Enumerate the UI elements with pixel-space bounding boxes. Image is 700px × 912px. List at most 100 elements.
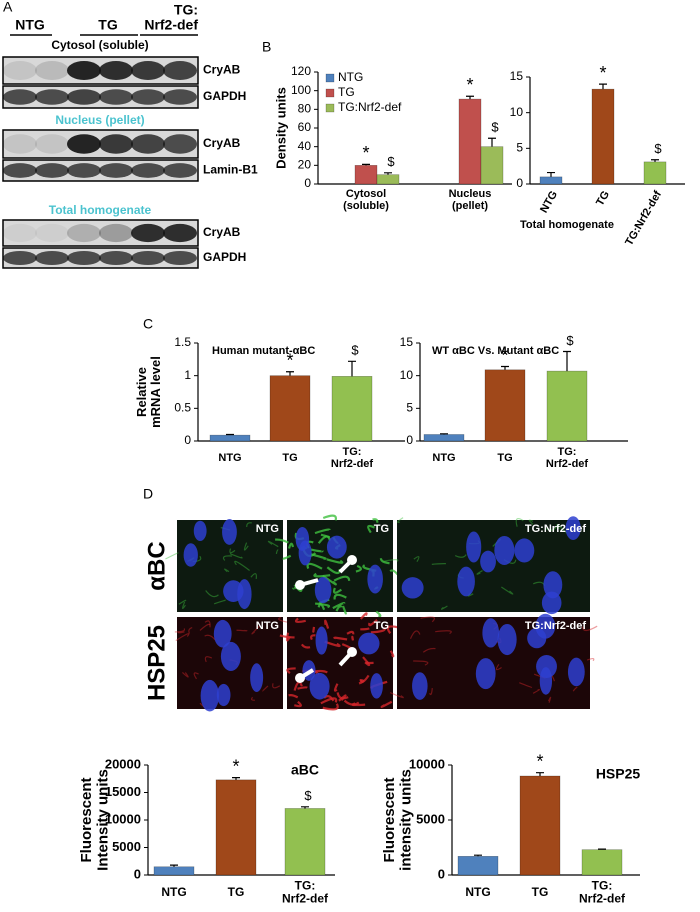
stain xyxy=(222,555,233,561)
stain xyxy=(204,656,213,663)
x-tick-label: TG xyxy=(282,452,297,464)
blot-section-title: Total homogenate xyxy=(49,203,152,217)
stain xyxy=(213,599,227,605)
stain xyxy=(250,696,255,701)
stain xyxy=(175,633,190,642)
blot-band xyxy=(131,134,165,154)
x-tick-label: TG xyxy=(497,452,512,464)
image-label: TG:Nrf2-def xyxy=(525,523,586,535)
bar xyxy=(591,88,615,185)
significance-mark: * xyxy=(536,751,543,771)
blot-band xyxy=(163,134,197,154)
significance-mark: * xyxy=(466,75,473,95)
nucleus xyxy=(494,535,515,565)
blot-group-label: TG xyxy=(98,17,118,33)
y-tick-label: 5000 xyxy=(416,811,445,826)
nucleus xyxy=(315,626,328,655)
stain xyxy=(324,619,330,629)
panel-label: B xyxy=(262,39,271,55)
stain xyxy=(351,702,366,707)
stain xyxy=(379,558,390,565)
bar xyxy=(457,855,499,876)
nucleus xyxy=(298,540,312,566)
error-bar xyxy=(466,95,474,100)
stain xyxy=(297,686,308,690)
nucleus xyxy=(514,538,535,563)
y-tick-label: 5 xyxy=(406,401,413,415)
bar xyxy=(643,161,667,185)
nucleus xyxy=(370,673,383,699)
bar xyxy=(480,146,504,185)
significance-mark: $ xyxy=(387,154,395,169)
stain xyxy=(234,560,250,571)
stain xyxy=(582,625,598,632)
stain xyxy=(397,517,404,523)
legend-swatch xyxy=(325,73,335,83)
legend-label: NTG xyxy=(338,70,363,84)
error-bar xyxy=(286,371,294,376)
stain xyxy=(501,586,514,595)
stain xyxy=(315,602,331,609)
arrow-head xyxy=(347,647,357,657)
blot-band xyxy=(35,163,69,178)
y-tick-label: 0 xyxy=(406,433,413,447)
nucleus xyxy=(358,632,380,655)
stain xyxy=(275,549,279,555)
blot-section-title: Nucleus (pellet) xyxy=(55,113,144,127)
error-bar xyxy=(232,777,240,780)
y-tick-label: 0 xyxy=(184,433,191,447)
error-bar xyxy=(226,433,234,436)
image-label: NTG xyxy=(256,620,279,632)
stain xyxy=(306,562,323,570)
blot-band xyxy=(3,89,37,105)
stain xyxy=(320,697,338,705)
nucleus xyxy=(480,550,496,573)
blot-band xyxy=(131,223,165,243)
stain xyxy=(333,636,348,641)
significance-mark: $ xyxy=(351,343,359,358)
stain xyxy=(572,686,578,692)
x-tick-label: TG xyxy=(228,885,245,899)
y-tick-label: 80 xyxy=(298,102,312,116)
stain xyxy=(382,559,399,563)
blot-band xyxy=(131,251,165,265)
stain xyxy=(286,667,296,674)
y-tick-label: 0 xyxy=(134,866,141,881)
blot-band xyxy=(163,251,197,265)
stain xyxy=(165,552,179,560)
stain xyxy=(370,626,386,634)
blot-band xyxy=(67,223,101,243)
y-tick-label: 15000 xyxy=(105,784,141,799)
blot-band xyxy=(35,61,69,80)
stain xyxy=(174,628,186,633)
panel-label: C xyxy=(143,316,153,332)
stain xyxy=(389,569,399,576)
chart-title: Human mutant-αBC xyxy=(212,345,315,357)
bar xyxy=(354,165,378,185)
panel-label: D xyxy=(143,486,153,502)
significance-mark: * xyxy=(362,143,369,163)
bar xyxy=(423,434,465,442)
stain xyxy=(332,601,346,610)
stain xyxy=(389,692,404,699)
nucleus xyxy=(223,580,244,603)
stain xyxy=(193,672,199,680)
blot-row-label: CryAB xyxy=(203,136,241,150)
image-row-label: αBC xyxy=(143,541,170,590)
stain xyxy=(246,522,252,528)
y-tick-label: 10 xyxy=(400,368,414,382)
nucleus xyxy=(367,564,383,594)
y-tick-label: 1.5 xyxy=(174,335,191,349)
blot-band xyxy=(3,134,37,154)
stain xyxy=(389,650,395,658)
stain xyxy=(360,627,370,631)
blot-row-label: Lamin-B1 xyxy=(203,163,258,177)
x-tick-label: NTG xyxy=(161,885,186,899)
bar xyxy=(215,779,257,876)
stain xyxy=(413,556,420,563)
stain xyxy=(372,518,379,523)
y-tick-label: 5 xyxy=(516,141,523,155)
stain xyxy=(182,672,189,678)
stain xyxy=(532,688,540,694)
